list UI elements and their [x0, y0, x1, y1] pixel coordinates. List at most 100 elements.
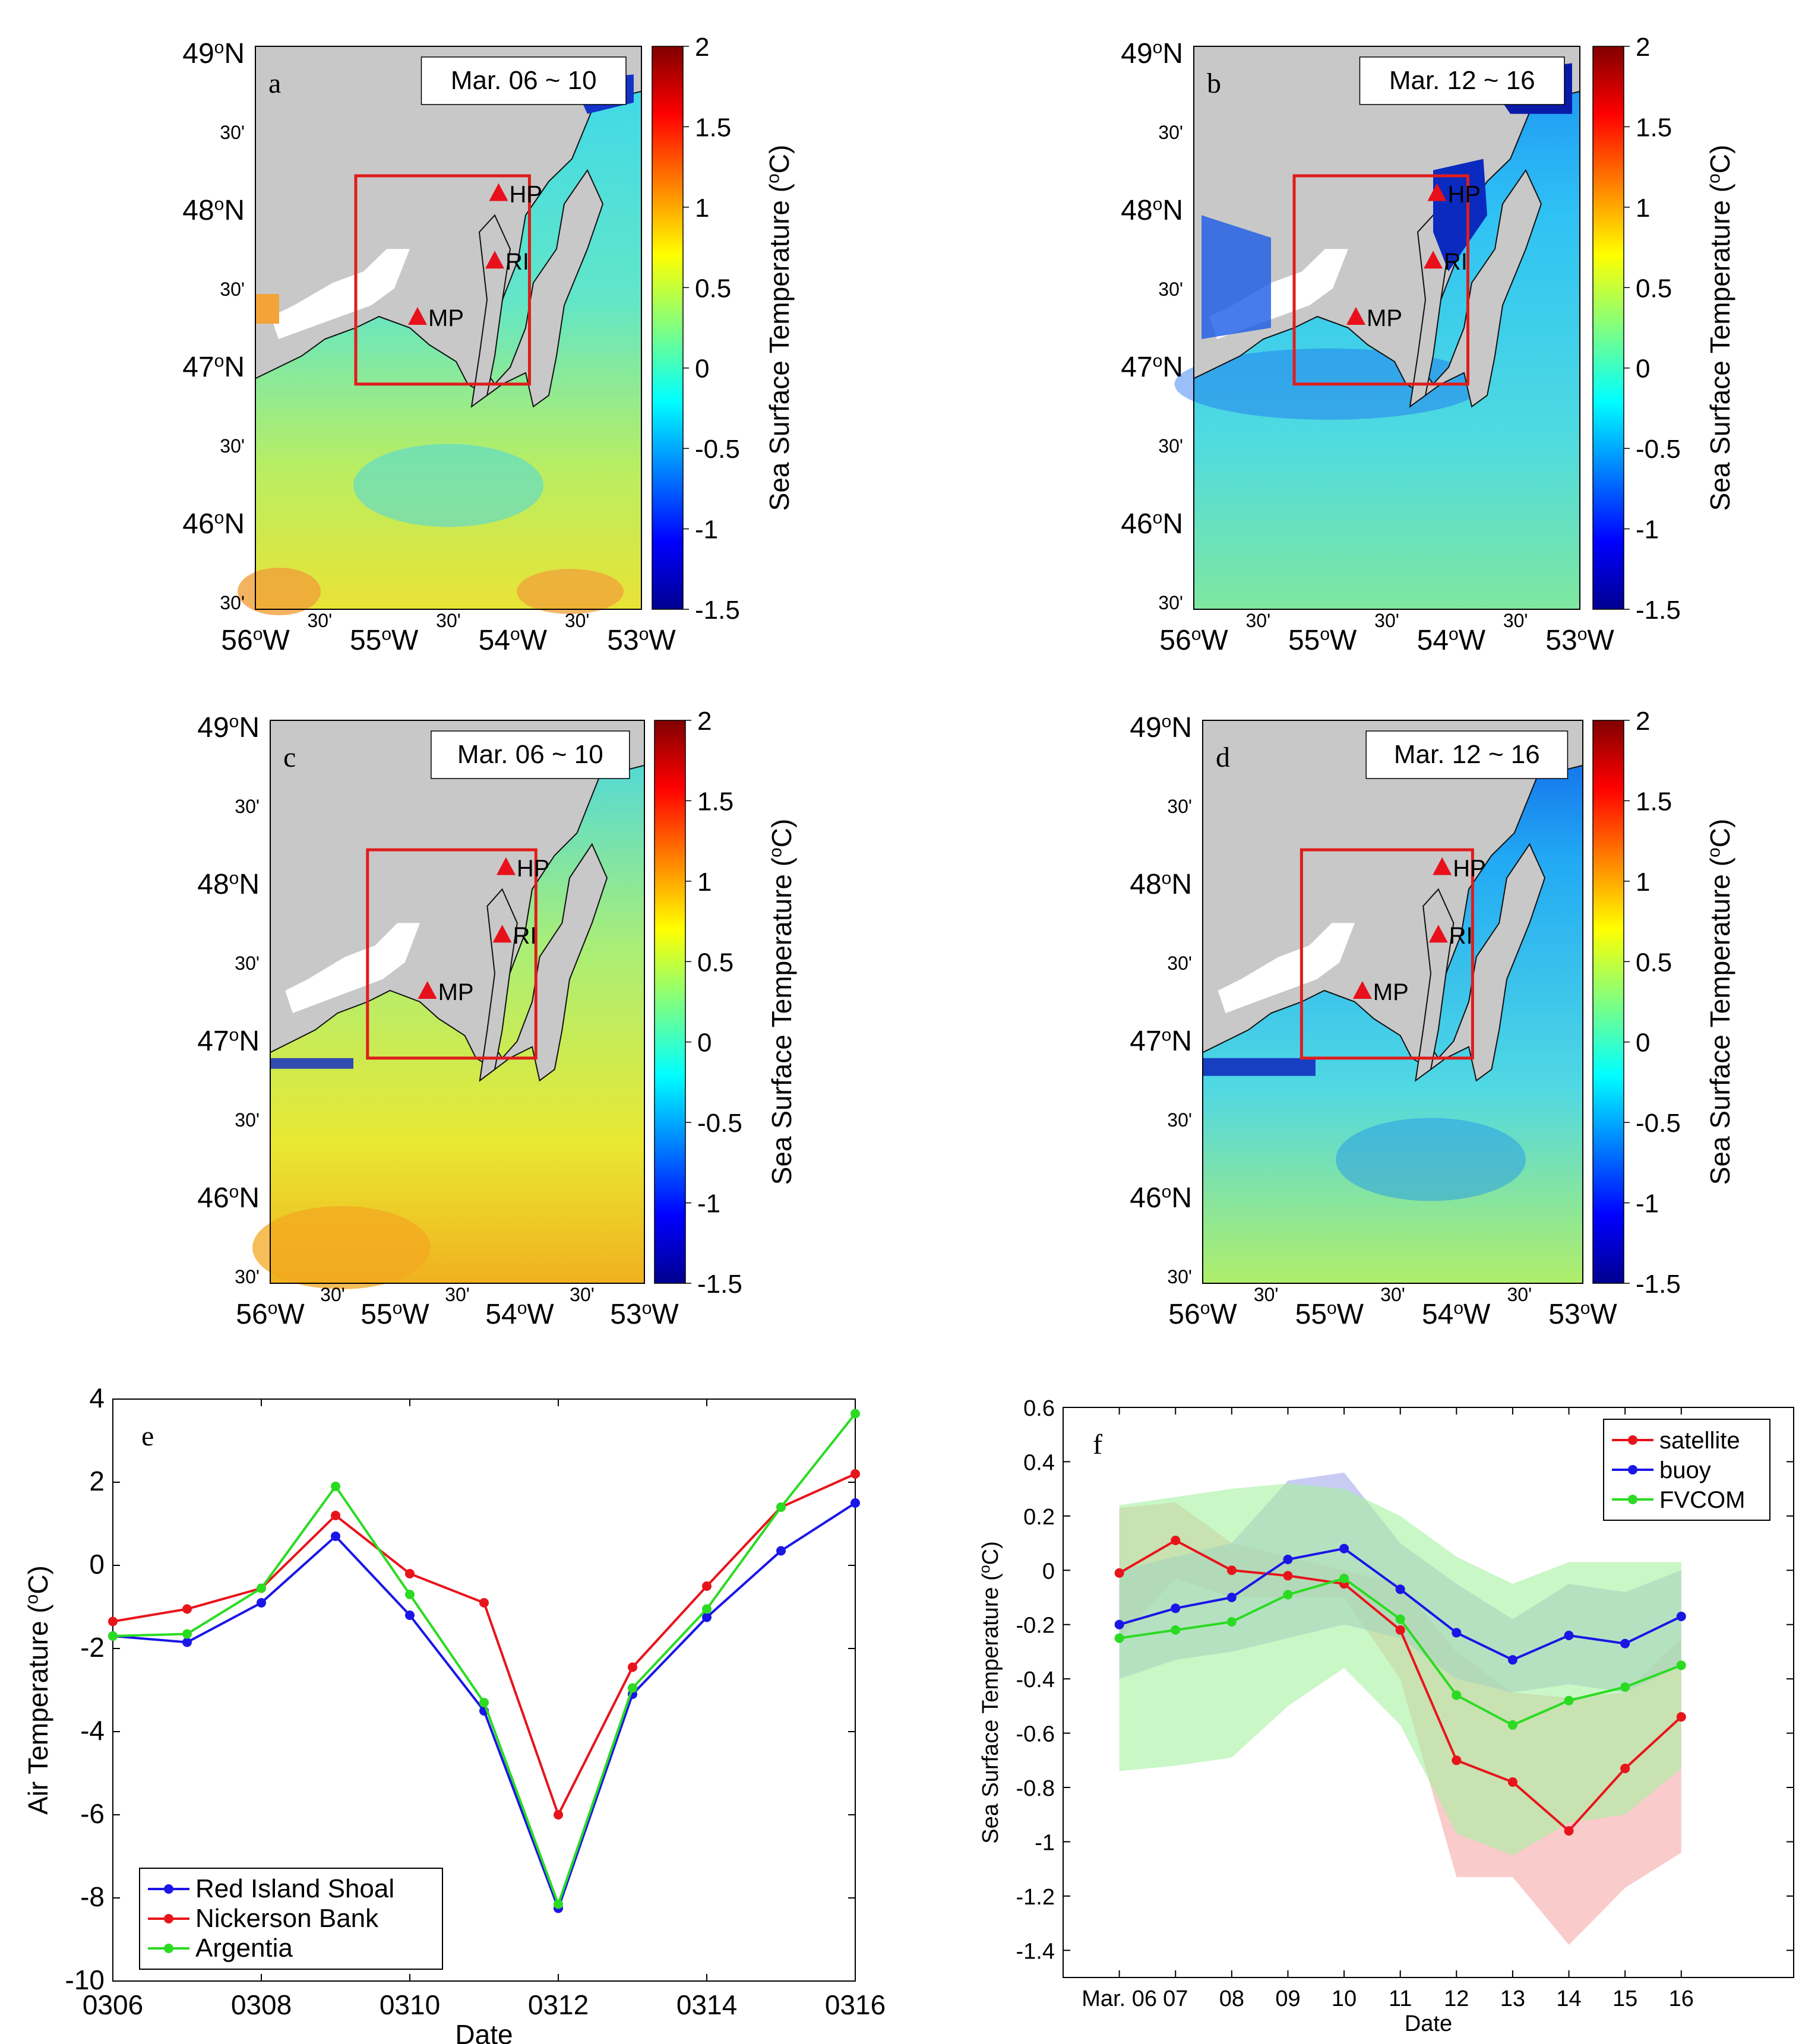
- x-tick-label: 0308: [231, 1989, 292, 2020]
- cold-coast: [1202, 215, 1271, 339]
- data-point-fvcom: [1564, 1695, 1574, 1706]
- y-tick-label: 0.6: [1023, 1396, 1055, 1421]
- cool-patch: [1336, 1118, 1526, 1201]
- data-point-fvcom: [1114, 1633, 1124, 1643]
- data-point-argentia: [850, 1409, 860, 1419]
- legend-box: [139, 1868, 443, 1970]
- data-point-satellite: [1171, 1536, 1181, 1545]
- y-tick-label: 4: [89, 1382, 105, 1413]
- lat-tick-label: 30': [1158, 279, 1183, 300]
- cold-bay: [1433, 159, 1487, 272]
- data-point-buoy: [1452, 1628, 1462, 1638]
- colorbar-b: 2 1.5 1 0.5 0 -0.5 -1 -1.5 Sea Surface Temperatu…: [1592, 33, 1736, 625]
- data-point-argentia: [628, 1683, 637, 1693]
- station-label: HP: [1448, 181, 1481, 207]
- colorbar-tick-label: 1: [695, 194, 709, 223]
- data-point-red-island-shoal: [702, 1612, 712, 1622]
- y-tick-label: -0.4: [1016, 1668, 1055, 1692]
- lon-tick-label: 53oW: [1545, 625, 1614, 657]
- x-tick-label: 11: [1389, 1986, 1412, 2011]
- data-point-nickerson-bank: [331, 1511, 340, 1520]
- legend-label: satellite: [1659, 1428, 1740, 1454]
- y-tick-label: 0: [89, 1549, 105, 1580]
- colorbar-tick-label: -1: [697, 1189, 720, 1219]
- station-label: HP: [510, 181, 543, 207]
- station-marker-icon: [1352, 981, 1372, 999]
- colorbar-tick-label: 0.5: [1636, 274, 1672, 303]
- station-marker-icon: [418, 981, 437, 999]
- colorbar-tick-label: -0.5: [1636, 1109, 1681, 1138]
- y-axis-label: Air Temperature (oC): [23, 1565, 54, 1815]
- colorbar-label: Sea Surface Temperature (oC): [764, 145, 795, 511]
- station-marker-icon: [489, 183, 508, 201]
- lon-tick-label: 30': [1245, 610, 1270, 631]
- data-point-nickerson-bank: [850, 1469, 860, 1479]
- lon-tick-label: 56oW: [236, 1299, 305, 1331]
- colorbar-tick-label: -1: [1636, 515, 1659, 545]
- colorbar-label: Sea Surface Temperature (oC): [1705, 819, 1736, 1185]
- y-tick-label: -0.6: [1016, 1722, 1055, 1747]
- station-label: RI: [1444, 249, 1468, 275]
- lon-tick-label: 30': [570, 1284, 595, 1305]
- panel-f-sea-surface-temperature: 0.6 0.4 0.2 0 -0.2 -0.4 -0.6 -0.8 -1 -1.2 -1.4 Mar.…: [976, 1396, 1794, 2036]
- lat-tick-label: 30': [1167, 1109, 1192, 1131]
- colorbar-tick-label: 1.5: [695, 113, 731, 142]
- data-point-fvcom: [1507, 1720, 1517, 1730]
- lat-tick-label: 48oN: [1130, 869, 1192, 901]
- y-tick-label: 2: [89, 1466, 105, 1496]
- lon-tick-label: 30': [1503, 610, 1528, 631]
- colorbar-label: Sea Surface Temperature (oC): [1705, 145, 1736, 511]
- x-tick-label: 0306: [83, 1989, 143, 2020]
- station-marker-icon: [1433, 857, 1452, 875]
- lat-tick-label: 47oN: [182, 352, 245, 384]
- colorbar-gradient: [1592, 720, 1624, 1284]
- data-point-buoy: [1339, 1543, 1349, 1553]
- study-area-box: [1300, 848, 1474, 1060]
- no-data-area: [1218, 923, 1355, 1013]
- colorbar-tick-label: 1.5: [697, 787, 733, 816]
- station-marker-icon: [1427, 183, 1447, 201]
- legend-marker: [164, 1914, 173, 1923]
- panel-letter: d: [1216, 742, 1230, 773]
- legend-marker: [164, 1944, 173, 1953]
- lat-tick-label: 30': [220, 279, 245, 300]
- lat-tick-label: 46oN: [1130, 1182, 1192, 1214]
- colorbar-tick-label: 1.5: [1636, 787, 1672, 816]
- y-tick-label: 0.4: [1023, 1450, 1055, 1475]
- lat-tick-label: 30': [1167, 1266, 1192, 1287]
- data-point-buoy: [1507, 1655, 1517, 1665]
- lon-tick-label: 56oW: [1159, 625, 1228, 657]
- cold-strip: [270, 1058, 353, 1069]
- x-tick-label: Mar. 06: [1082, 1986, 1157, 2011]
- data-point-satellite: [1395, 1625, 1405, 1635]
- lon-tick-label: 54oW: [1422, 1299, 1491, 1331]
- cold-strip: [1203, 1058, 1316, 1076]
- data-point-red-island-shoal: [405, 1610, 415, 1620]
- lat-tick-label: 48oN: [197, 869, 260, 901]
- colorbar-tick-label: 0: [1636, 355, 1650, 384]
- y-tick-label: -1.4: [1016, 1939, 1055, 1964]
- data-point-satellite: [1507, 1777, 1517, 1787]
- legend-marker: [1628, 1495, 1637, 1504]
- y-axis-label: Sea Surface Temperature (oC): [976, 1541, 1003, 1844]
- lat-tick-label: 48oN: [1121, 195, 1183, 227]
- period-label: Mar. 12 ~ 16: [1389, 66, 1535, 95]
- data-point-fvcom: [1620, 1682, 1630, 1692]
- y-tick-label: -0.8: [1016, 1776, 1055, 1801]
- data-point-argentia: [331, 1482, 340, 1491]
- station-marker-icon: [1428, 925, 1448, 943]
- lon-tick-label: 55oW: [1295, 1299, 1364, 1331]
- colorbar-tick-label: -1.5: [1636, 1270, 1681, 1299]
- lon-tick-label: 54oW: [485, 1299, 554, 1331]
- period-label: Mar. 12 ~ 16: [1394, 740, 1540, 769]
- legend-label: FVCOM: [1659, 1487, 1745, 1513]
- colorbar-tick-label: -0.5: [1636, 435, 1681, 464]
- lat-tick-label: 49oN: [1130, 712, 1192, 744]
- lat-tick-label: 30': [1158, 435, 1183, 457]
- lon-tick-label: 56oW: [1168, 1299, 1237, 1331]
- data-point-nickerson-bank: [702, 1581, 712, 1591]
- land: [255, 46, 642, 408]
- data-point-buoy: [1171, 1603, 1181, 1613]
- colorbar-tick-label: 0.5: [1636, 948, 1672, 977]
